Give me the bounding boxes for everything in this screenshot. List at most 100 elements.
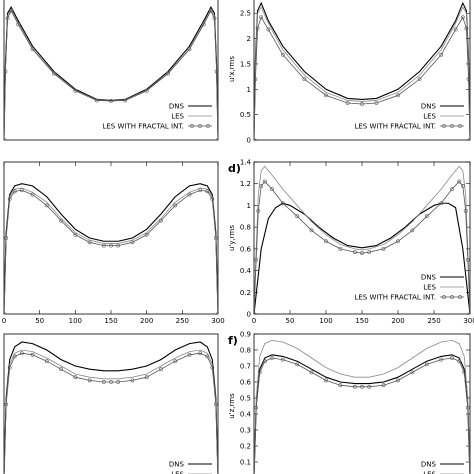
series-point-les-fractal (465, 405, 470, 410)
series-point-les-fractal (254, 405, 259, 410)
series-point-les-fractal (19, 351, 24, 356)
series-point-les-fractal (338, 246, 343, 251)
y-tick-label: 1.2 (240, 180, 251, 188)
series-point-les-fractal (101, 243, 106, 248)
series-point-les-fractal (396, 239, 400, 244)
series-point-les-fractal (255, 26, 260, 31)
y-tick-label: 0.8 (240, 347, 251, 355)
series-point-les-fractal (410, 370, 415, 375)
series-point-les-fractal (324, 93, 328, 98)
series-point-les-fractal (457, 359, 462, 364)
legend-label-les_fractal: LES WITH FRACTAL INT. (354, 294, 436, 302)
series-line-dns (254, 354, 470, 474)
series-line-les_fractal (4, 9, 218, 140)
series-point-les-fractal (7, 197, 12, 201)
series-line-les (254, 339, 470, 474)
x-tick-label: 300 (211, 317, 224, 325)
series-point-les-fractal (101, 380, 106, 384)
series-group (254, 1, 470, 140)
panel-frame (3, 0, 219, 141)
series-line-dns (4, 341, 218, 474)
x-tick-label: 200 (391, 317, 404, 325)
series-point-les-fractal (450, 187, 454, 192)
y-tick-label: 0 (247, 311, 251, 319)
legend-marker-les-fractal (458, 295, 462, 299)
series-group (4, 5, 218, 140)
series-point-les-fractal (453, 27, 458, 32)
legend-label-les: LES (171, 471, 184, 474)
series-point-les-fractal (4, 402, 9, 407)
series-point-les-fractal (216, 312, 218, 314)
y-tick-label: 0.4 (240, 267, 252, 275)
series-point-les-fractal (270, 356, 274, 360)
series-point-les-fractal (5, 16, 10, 21)
series-point-les-fractal (159, 218, 163, 223)
y-tick-label: 2.5 (240, 10, 251, 18)
series-point-les-fractal (259, 183, 264, 188)
x-tick-label: 100 (319, 317, 332, 325)
series-point-les-fractal (213, 402, 218, 407)
panel-a: DNS LES LES WITH FRACTAL INT. (3, 0, 219, 141)
series-point-les-fractal (109, 99, 113, 103)
legend-label-dns: DNS (421, 461, 437, 469)
series-point-les-fractal (396, 93, 400, 98)
series-point-les-fractal (450, 356, 454, 360)
y-tick-label: 0.1 (240, 459, 251, 467)
panel-frame (253, 161, 471, 315)
series-group (254, 339, 470, 474)
panel-b: 0 0.5 1 1.5 2 2.5 u'x,rms DNS LES LES WITH FRACTA… (228, 0, 471, 145)
legend-label-les: LES (171, 113, 184, 121)
x-tick-label: 250 (176, 317, 189, 325)
series-point-les-fractal (262, 179, 267, 184)
panel-c: 0 50 100 150 200 250 300 (2, 161, 225, 325)
series-point-les-fractal (59, 367, 63, 372)
series-point-les-fractal (73, 375, 78, 380)
panel-d: 0 50 100 150 200 250 300 0 0.2 0.4 0.6 0.8 1 1.2 1.4 u'… (228, 159, 474, 326)
series-line-les_fractal (4, 352, 218, 474)
y-tick-label: 1 (247, 86, 251, 94)
y-tick-label: 0.6 (240, 379, 252, 387)
series-point-les-fractal (4, 236, 9, 240)
series-point-les-fractal (460, 183, 465, 188)
series-line-les_fractal (254, 357, 470, 474)
series-point-les-fractal (208, 8, 213, 13)
series-line-dns (4, 5, 218, 140)
series-point-les-fractal (367, 250, 372, 255)
series-point-les-fractal (295, 214, 300, 219)
series-point-les-fractal (468, 312, 470, 314)
series-point-les-fractal (381, 383, 386, 388)
series-point-les-fractal (130, 378, 135, 383)
legend-marker-les-fractal (442, 295, 446, 299)
y-tick-label: 1.5 (240, 60, 251, 68)
y-axis-label: u'z,rms (228, 393, 236, 419)
series-point-les-fractal (30, 47, 35, 52)
y-tick-label: 0.2 (240, 443, 251, 451)
x-tick-label: 50 (286, 317, 295, 325)
series-point-les-fractal (262, 359, 267, 364)
legend-label-les: LES (423, 471, 436, 474)
series-point-les-fractal (187, 47, 192, 52)
x-tick-label: 300 (463, 317, 474, 325)
series-line-dns (254, 202, 470, 314)
series-point-les-fractal (7, 365, 12, 370)
series-point-les-fractal (417, 77, 422, 82)
series-point-les-fractal (44, 359, 49, 364)
x-tick-label: 0 (252, 317, 256, 325)
y-axis-label: u'x,rms (228, 56, 236, 82)
series-point-les-fractal (73, 232, 78, 237)
y-tick-label: 0.6 (240, 245, 252, 253)
series-point-les-fractal (360, 102, 364, 106)
series-point-les-fractal (360, 251, 364, 256)
series-point-les-fractal (87, 378, 92, 383)
y-tick-label: 1.4 (240, 159, 252, 167)
y-axis-label: u'y,rms (228, 225, 236, 251)
series-point-les-fractal (19, 188, 24, 193)
legend-label-dns: DNS (169, 103, 185, 111)
series-point-les-fractal (173, 203, 178, 208)
series-point-les-fractal (123, 98, 128, 103)
y-tick-label: 0.5 (240, 395, 251, 403)
series-group (4, 341, 218, 474)
series-point-les-fractal (280, 52, 285, 57)
